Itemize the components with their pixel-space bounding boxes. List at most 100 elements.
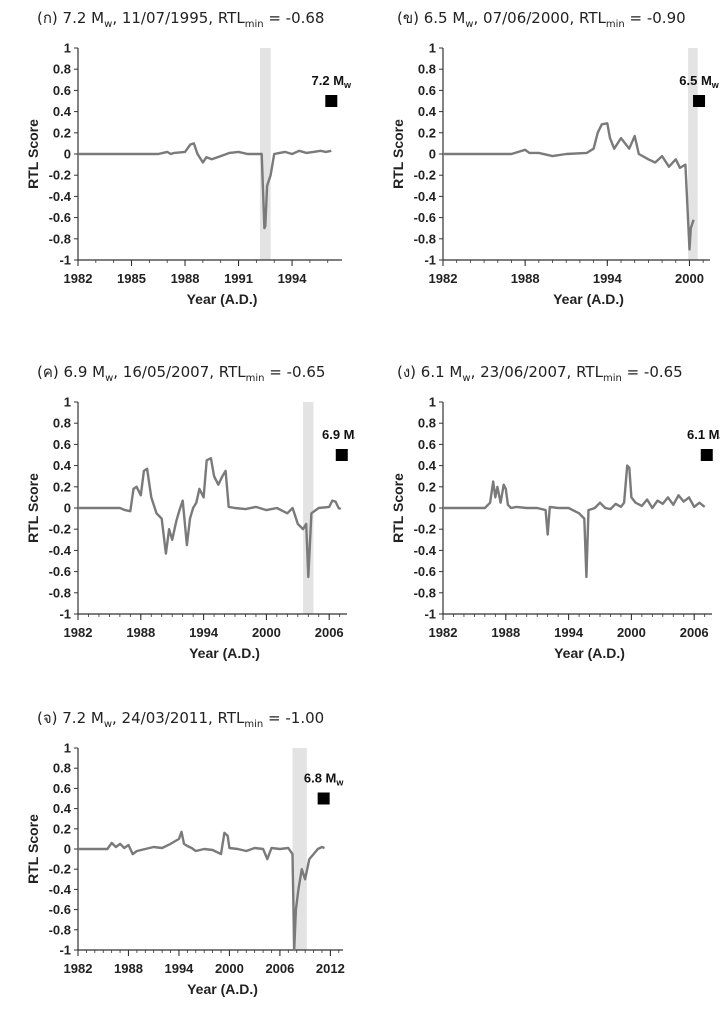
y-tick-label: -1: [59, 943, 71, 958]
y-tick-label: -0.2: [414, 168, 436, 183]
magnitude-label: 6.5 Mw: [679, 73, 720, 90]
y-tick-label: -0.8: [49, 231, 71, 246]
y-tick-label: -1: [424, 253, 436, 268]
y-tick-label: -0.4: [49, 882, 72, 897]
x-axis-title: Year (A.D.): [189, 645, 260, 661]
x-tick-label: 1982: [429, 271, 458, 286]
panel-title: (ค) 6.9 Mw, 16/05/2007, RTLmin = -0.65: [37, 360, 325, 384]
y-tick-label: 0.2: [418, 125, 436, 140]
x-tick-label: 1988: [511, 271, 540, 286]
x-tick-label: 1988: [171, 271, 200, 286]
x-axis-title: Year (A.D.): [554, 645, 625, 661]
x-tick-label: 1994: [189, 625, 219, 640]
y-tick-label: 0.2: [418, 479, 436, 494]
earthquake-marker: [700, 449, 713, 461]
rtl-series-line: [78, 456, 342, 579]
y-tick-label: 0: [64, 147, 71, 162]
y-tick-label: -0.2: [49, 862, 71, 877]
x-tick-label: 1994: [164, 961, 194, 976]
title-text: , 11/07/1995, RTL: [112, 9, 245, 27]
title-text: (ง) 6.1 M: [397, 363, 463, 381]
magnitude-sub: w: [335, 778, 344, 788]
x-tick-label: 1994: [554, 625, 584, 640]
magnitude-sub: w: [711, 80, 720, 90]
y-tick-label: 0.8: [418, 62, 436, 77]
y-tick-label: 1: [64, 741, 71, 756]
magnitude-sub: w: [343, 80, 352, 90]
title-sub: w: [465, 19, 474, 30]
panel-title: (ข) 6.5 Mw, 07/06/2000, RTLmin = -0.90: [397, 6, 686, 30]
title-sub: min: [244, 719, 264, 730]
x-tick-label: 2000: [215, 961, 244, 976]
title-text: (ข) 6.5 M: [397, 9, 466, 27]
title-sub: w: [103, 719, 113, 730]
magnitude-value: 6.5 M: [679, 73, 712, 88]
x-tick-label: 1994: [278, 271, 308, 286]
x-tick-label: 1988: [126, 625, 155, 640]
x-tick-label: 1982: [64, 625, 93, 640]
title-sub: w: [104, 19, 113, 30]
title-text: = -1.00: [263, 709, 325, 727]
x-axis-title: Year (A.D.): [187, 291, 258, 307]
title-text: = -0.65: [621, 363, 683, 381]
y-tick-label: 0: [429, 501, 436, 516]
y-tick-label: -0.6: [414, 210, 436, 225]
x-tick-label: 2000: [252, 625, 281, 640]
magnitude-value: 6.9 M: [322, 427, 355, 442]
y-tick-label: -0.2: [49, 522, 71, 537]
magnitude-label: 6.8 Mw: [304, 771, 345, 788]
earthquake-marker: [325, 95, 338, 107]
x-tick-label: 1988: [114, 961, 143, 976]
highlight-band: [688, 48, 698, 260]
y-tick-label: -0.6: [49, 564, 71, 579]
magnitude-value: 6.1 M: [687, 427, 720, 442]
panel-title: (ก) 7.2 Mw, 11/07/1995, RTLmin = -0.68: [37, 6, 324, 30]
panel-title: (ง) 6.1 Mw, 23/06/2007, RTLmin = -0.65: [397, 360, 683, 384]
y-tick-label: 0.4: [418, 458, 437, 473]
title-sub: min: [605, 19, 625, 30]
y-tick-label: 0.8: [418, 416, 436, 431]
title-sub: w: [462, 373, 471, 384]
y-tick-label: -1: [424, 607, 436, 622]
y-tick-label: 0.8: [53, 416, 71, 431]
x-tick-label: 1982: [64, 271, 93, 286]
y-axis-title: RTL Score: [25, 119, 41, 189]
chart-svg: 1 0.8 0.6 0.4 0.2 0 -0.2 -0.4 -0.6 -0.8 -1 1982 1988…: [390, 395, 726, 662]
y-tick-label: -0.6: [49, 210, 71, 225]
rtl-series-line: [78, 830, 325, 952]
y-tick-label: 0.6: [53, 437, 71, 452]
y-axis-title: RTL Score: [25, 473, 41, 543]
y-tick-label: 0.2: [53, 479, 71, 494]
y-tick-label: 1: [64, 41, 71, 56]
y-tick-label: 0.8: [53, 761, 71, 776]
x-tick-label: 2000: [675, 271, 704, 286]
x-tick-label: 1991: [224, 271, 253, 286]
y-tick-label: 0.6: [53, 781, 71, 796]
y-tick-label: 0.6: [418, 83, 436, 98]
y-tick-label: 0.4: [53, 104, 72, 119]
title-sub: min: [244, 19, 264, 30]
rtl-series-line: [443, 464, 706, 579]
chart-panel-5: (จ) 7.2 Mw, 24/03/2011, RTLmin = -1.00 1…: [10, 706, 355, 1024]
title-text: = -0.68: [263, 9, 325, 27]
x-axis-title: Year (A.D.): [187, 981, 258, 997]
x-tick-label: 1994: [593, 271, 623, 286]
y-tick-label: -0.2: [414, 522, 436, 537]
magnitude-label: 6.1 Mw: [687, 427, 720, 444]
y-tick-label: -1: [59, 253, 71, 268]
chart-svg: 1 0.8 0.6 0.4 0.2 0 -0.2 -0.4 -0.6 -0.8 -1 1982 1985…: [25, 41, 353, 308]
title-text: = -0.90: [624, 9, 686, 27]
y-tick-label: -0.4: [49, 543, 72, 558]
y-tick-label: -0.8: [414, 585, 436, 600]
x-axis-title: Year (A.D.): [553, 291, 624, 307]
earthquake-marker: [693, 95, 706, 107]
chart-svg: 1 0.8 0.6 0.4 0.2 0 -0.2 -0.4 -0.6 -0.8 -1 1982 1988…: [390, 41, 720, 308]
title-text: , 24/03/2011, RTL: [112, 709, 245, 727]
magnitude-label: 7.2 Mw: [312, 73, 353, 90]
y-axis-title: RTL Score: [25, 814, 41, 884]
y-tick-label: -0.4: [414, 543, 437, 558]
y-tick-label: 0.4: [53, 458, 72, 473]
rtl-series-line: [78, 142, 332, 230]
x-tick-label: 2006: [265, 961, 294, 976]
y-tick-label: 0.2: [53, 125, 71, 140]
